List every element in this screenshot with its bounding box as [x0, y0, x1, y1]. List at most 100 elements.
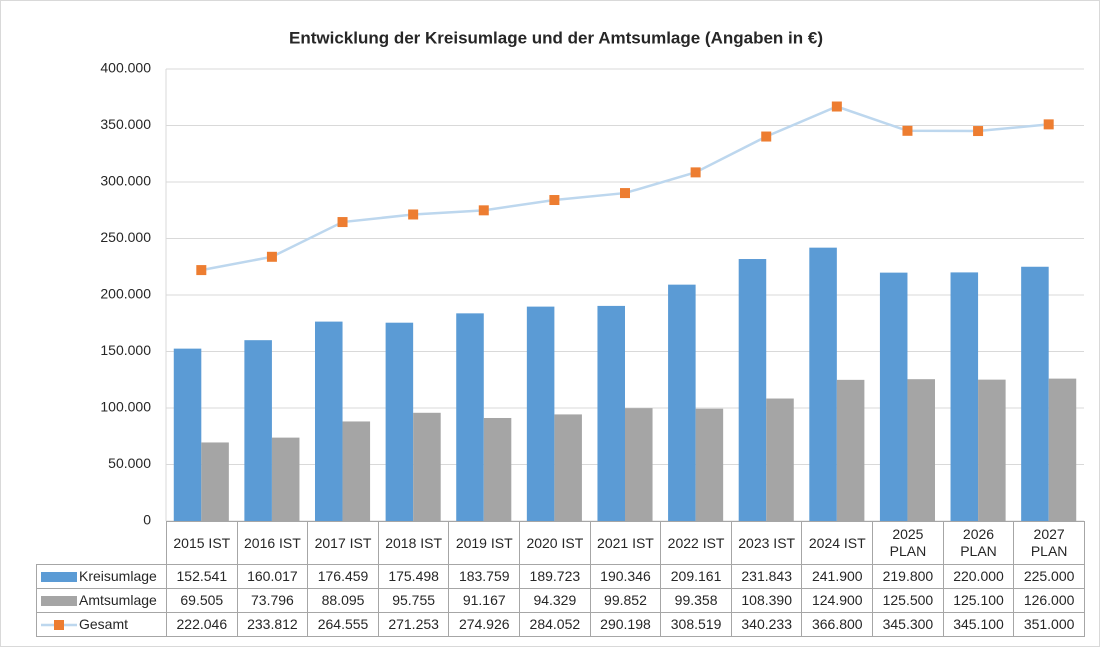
value-cell: 345.300	[872, 612, 944, 637]
bar	[950, 272, 979, 521]
bar	[456, 313, 484, 521]
value-cell: 176.459	[307, 564, 379, 589]
bar	[1021, 266, 1049, 521]
bar	[1048, 378, 1077, 521]
bar	[809, 247, 837, 521]
y-tick-label: 350.000	[100, 116, 151, 132]
value-cell: 209.161	[660, 564, 732, 589]
category-cell: 2024 IST	[801, 521, 874, 565]
category-cell: 2018 IST	[377, 521, 450, 565]
bar	[766, 398, 794, 521]
category-cell: 2021 IST	[589, 521, 662, 565]
bar	[314, 321, 343, 521]
value-cell: 99.358	[660, 588, 732, 613]
marker	[761, 131, 772, 142]
bar	[271, 437, 300, 521]
y-tick-label: 300.000	[100, 173, 151, 189]
bar	[668, 284, 696, 521]
bar	[625, 408, 653, 521]
bar	[385, 322, 414, 521]
legend-key	[41, 572, 77, 583]
value-cell: 99.852	[589, 588, 662, 613]
value-cell: 308.519	[660, 612, 732, 637]
value-cell: 108.390	[730, 588, 803, 613]
bar	[526, 306, 555, 521]
chart-title: Entwicklung der Kreisumlage und der Amts…	[289, 28, 823, 47]
legend-key	[41, 596, 77, 607]
bar	[978, 379, 1006, 521]
legend-label: Gesamt	[79, 616, 129, 632]
bar	[738, 259, 767, 521]
legend-swatch	[41, 596, 77, 607]
value-cell: 366.800	[801, 612, 874, 637]
category-cell: 2020 IST	[519, 521, 591, 565]
bar	[342, 421, 371, 521]
marker	[690, 167, 701, 178]
marker	[196, 265, 207, 276]
marker	[973, 126, 984, 137]
value-cell: 175.498	[377, 564, 450, 589]
value-cell: 124.900	[801, 588, 874, 613]
header-row: 2015 IST 2016 IST 2017 IST 2018 IST 2019 IST…	[37, 521, 1085, 565]
bar	[173, 348, 202, 521]
bar	[695, 408, 724, 521]
value-cell: 241.900	[801, 564, 874, 589]
bar	[879, 272, 908, 521]
category-cell: 2017 IST	[307, 521, 379, 565]
value-cell: 351.000	[1013, 612, 1085, 637]
value-cell: 73.796	[236, 588, 309, 613]
series-row: Kreisumlage 152.541 160.017 176.459 175.498 1…	[36, 564, 1085, 589]
series-row: Amtsumlage 69.505 73.796 88.095 95.755 91.167…	[36, 588, 1085, 613]
legend-cell: Gesamt	[36, 612, 167, 637]
marker	[266, 251, 277, 262]
y-tick-label: 400.000	[100, 60, 151, 76]
y-tick-label: 100.000	[100, 399, 151, 415]
marker	[831, 101, 842, 112]
bar	[413, 412, 441, 521]
marker	[337, 217, 348, 228]
value-cell: 225.000	[1013, 564, 1085, 589]
value-cell: 271.253	[377, 612, 450, 637]
category-cell: 2015 IST	[166, 521, 238, 565]
value-cell: 345.100	[942, 612, 1015, 637]
marker	[1043, 119, 1054, 130]
legend-cell: Kreisumlage	[36, 564, 167, 589]
bar	[483, 417, 512, 521]
value-cell: 69.505	[166, 588, 238, 613]
value-cell: 125.100	[942, 588, 1015, 613]
bar	[597, 305, 625, 521]
category-cell: 2027 PLAN	[1013, 521, 1085, 565]
legend-swatch	[41, 572, 77, 583]
data-table: 2015 IST 2016 IST 2017 IST 2018 IST 2019 IST…	[36, 521, 1085, 637]
legend-key	[41, 620, 77, 631]
category-cell: 2022 IST	[660, 521, 732, 565]
marker	[408, 209, 419, 220]
category-cell: 2016 IST	[236, 521, 309, 565]
value-cell: 233.812	[236, 612, 309, 637]
value-cell: 160.017	[236, 564, 309, 589]
bar	[244, 340, 272, 521]
legend-marker	[54, 620, 64, 631]
value-cell: 340.233	[730, 612, 803, 637]
category-cell: 2023 IST	[730, 521, 803, 565]
value-cell: 274.926	[448, 612, 521, 637]
value-cell: 91.167	[448, 588, 521, 613]
value-cell: 183.759	[448, 564, 521, 589]
y-tick-label: 250.000	[100, 229, 151, 245]
bar	[907, 379, 936, 521]
bar	[554, 414, 582, 521]
value-cell: 152.541	[166, 564, 238, 589]
value-cell: 231.843	[730, 564, 803, 589]
value-cell: 126.000	[1013, 588, 1085, 613]
category-cell: 2019 IST	[448, 521, 521, 565]
value-cell: 190.346	[589, 564, 662, 589]
value-cell: 189.723	[519, 564, 591, 589]
bar	[201, 442, 229, 521]
y-tick-label: 0	[143, 512, 151, 528]
legend-label: Amtsumlage	[79, 592, 157, 608]
value-cell: 264.555	[307, 612, 379, 637]
marker	[902, 125, 913, 136]
category-cell: 2025 PLAN	[872, 521, 944, 565]
